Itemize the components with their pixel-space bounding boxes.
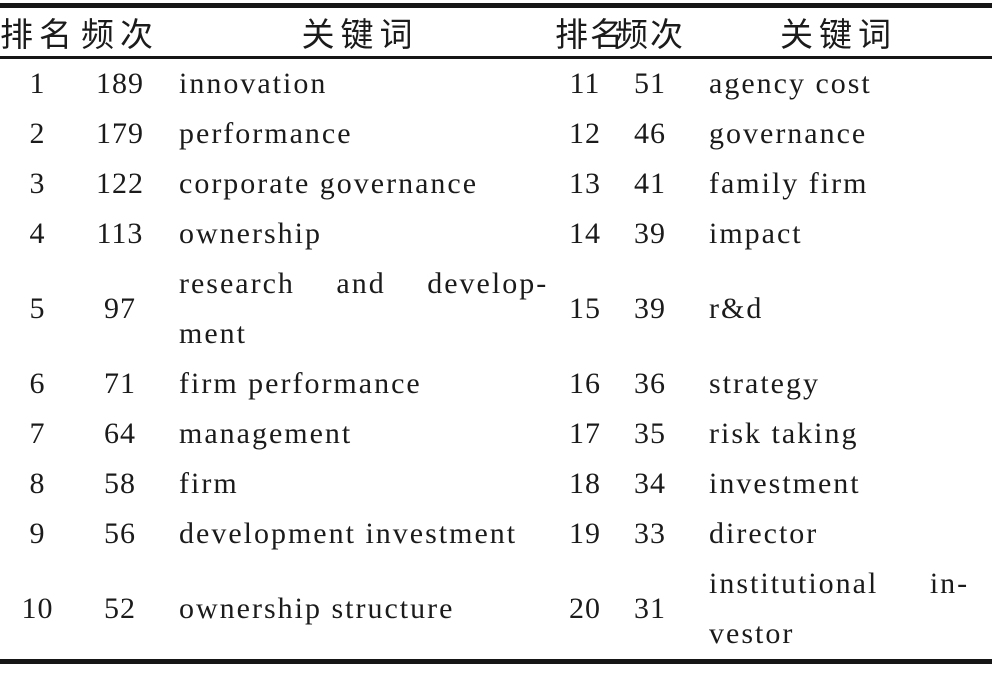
keyword-cell: research and develop- ment (165, 259, 555, 359)
keyword-cell: investment (709, 467, 861, 500)
freq-cell: 41 (634, 167, 666, 200)
header-keyword-left: 关键词 (301, 18, 419, 54)
freq-cell: 39 (634, 217, 666, 250)
table-row: 2 179 performance 12 46 governance (0, 109, 992, 159)
freq-cell: 52 (104, 592, 136, 625)
header-rank-right: 排名 (555, 18, 625, 54)
freq-cell: 46 (634, 117, 666, 150)
freq-cell: 36 (634, 367, 666, 400)
rank-cell: 2 (29, 117, 46, 150)
rank-cell: 19 (569, 517, 601, 550)
freq-cell: 35 (634, 417, 666, 450)
rank-cell: 17 (569, 417, 601, 450)
keyword-frequency-table: 排名 频次 关键词 排名 频次 关键词 1 189 innovation 11 … (0, 3, 992, 664)
rank-cell: 15 (569, 292, 601, 325)
freq-cell: 122 (96, 167, 144, 200)
header-freq-left: 频次 (81, 18, 159, 54)
keyword-cell: ownership (179, 217, 322, 250)
freq-cell: 179 (96, 117, 144, 150)
keyword-cell: risk taking (709, 417, 859, 450)
rank-cell: 20 (569, 592, 601, 625)
table-row: 3 122 corporate governance 13 41 family … (0, 159, 992, 209)
keyword-cell: development investment (179, 517, 518, 550)
table-row: 5 97 research and develop- ment 15 39 r&… (0, 259, 992, 359)
rank-cell: 13 (569, 167, 601, 200)
freq-cell: 97 (104, 292, 136, 325)
keyword-cell: strategy (709, 367, 820, 400)
freq-cell: 56 (104, 517, 136, 550)
freq-cell: 34 (634, 467, 666, 500)
keyword-cell: director (709, 517, 819, 550)
rank-cell: 3 (29, 167, 46, 200)
rank-cell: 11 (569, 67, 601, 100)
keyword-line: ment (179, 317, 247, 350)
header-row: 排名 频次 关键词 排名 频次 关键词 (0, 6, 992, 58)
keyword-cell: governance (709, 117, 868, 150)
rank-cell: 7 (29, 417, 46, 450)
keyword-cell: performance (179, 117, 353, 150)
table-row: 9 56 development investment 19 33 direct… (0, 509, 992, 559)
freq-cell: 189 (96, 67, 144, 100)
keyword-cell: agency cost (709, 67, 872, 100)
keyword-cell: family firm (709, 167, 869, 200)
freq-cell: 33 (634, 517, 666, 550)
header-freq-right: 频次 (615, 18, 685, 54)
keyword-cell: management (179, 417, 353, 450)
freq-cell: 71 (104, 367, 136, 400)
freq-cell: 64 (104, 417, 136, 450)
rank-cell: 6 (29, 367, 46, 400)
rank-cell: 5 (29, 292, 46, 325)
table-row: 4 113 ownership 14 39 impact (0, 209, 992, 259)
rank-cell: 10 (21, 592, 54, 625)
header-rank-left: 排名 (0, 18, 78, 54)
keyword-cell: firm performance (179, 367, 422, 400)
table-row: 7 64 management 17 35 risk taking (0, 409, 992, 459)
rank-cell: 8 (29, 467, 46, 500)
freq-cell: 39 (634, 292, 666, 325)
keyword-cell: institutional in- vestor (685, 559, 992, 662)
table-row: 10 52 ownership structure 20 31 institut… (0, 559, 992, 662)
freq-cell: 58 (104, 467, 136, 500)
keyword-cell: firm (179, 467, 239, 500)
rank-cell: 9 (29, 517, 46, 550)
freq-cell: 113 (96, 217, 144, 250)
freq-cell: 31 (634, 592, 666, 625)
keyword-cell: impact (709, 217, 803, 250)
keyword-cell: innovation (179, 67, 328, 100)
header-keyword-right: 关键词 (780, 18, 897, 54)
rank-cell: 18 (569, 467, 601, 500)
keyword-cell: corporate governance (179, 167, 479, 200)
table-row: 1 189 innovation 11 51 agency cost (0, 58, 992, 110)
rank-cell: 4 (29, 217, 46, 250)
freq-cell: 51 (634, 67, 666, 100)
rank-cell: 14 (569, 217, 601, 250)
keyword-line: vestor (709, 617, 795, 650)
table-row: 6 71 firm performance 16 36 strategy (0, 359, 992, 409)
rank-cell: 16 (569, 367, 601, 400)
keyword-cell: r&d (709, 292, 764, 325)
rank-cell: 12 (569, 117, 601, 150)
rank-cell: 1 (29, 67, 46, 100)
keyword-line: research and develop- (179, 267, 549, 300)
table-row: 8 58 firm 18 34 investment (0, 459, 992, 509)
keyword-cell: ownership structure (179, 592, 455, 625)
keyword-line: institutional in- (709, 567, 970, 600)
